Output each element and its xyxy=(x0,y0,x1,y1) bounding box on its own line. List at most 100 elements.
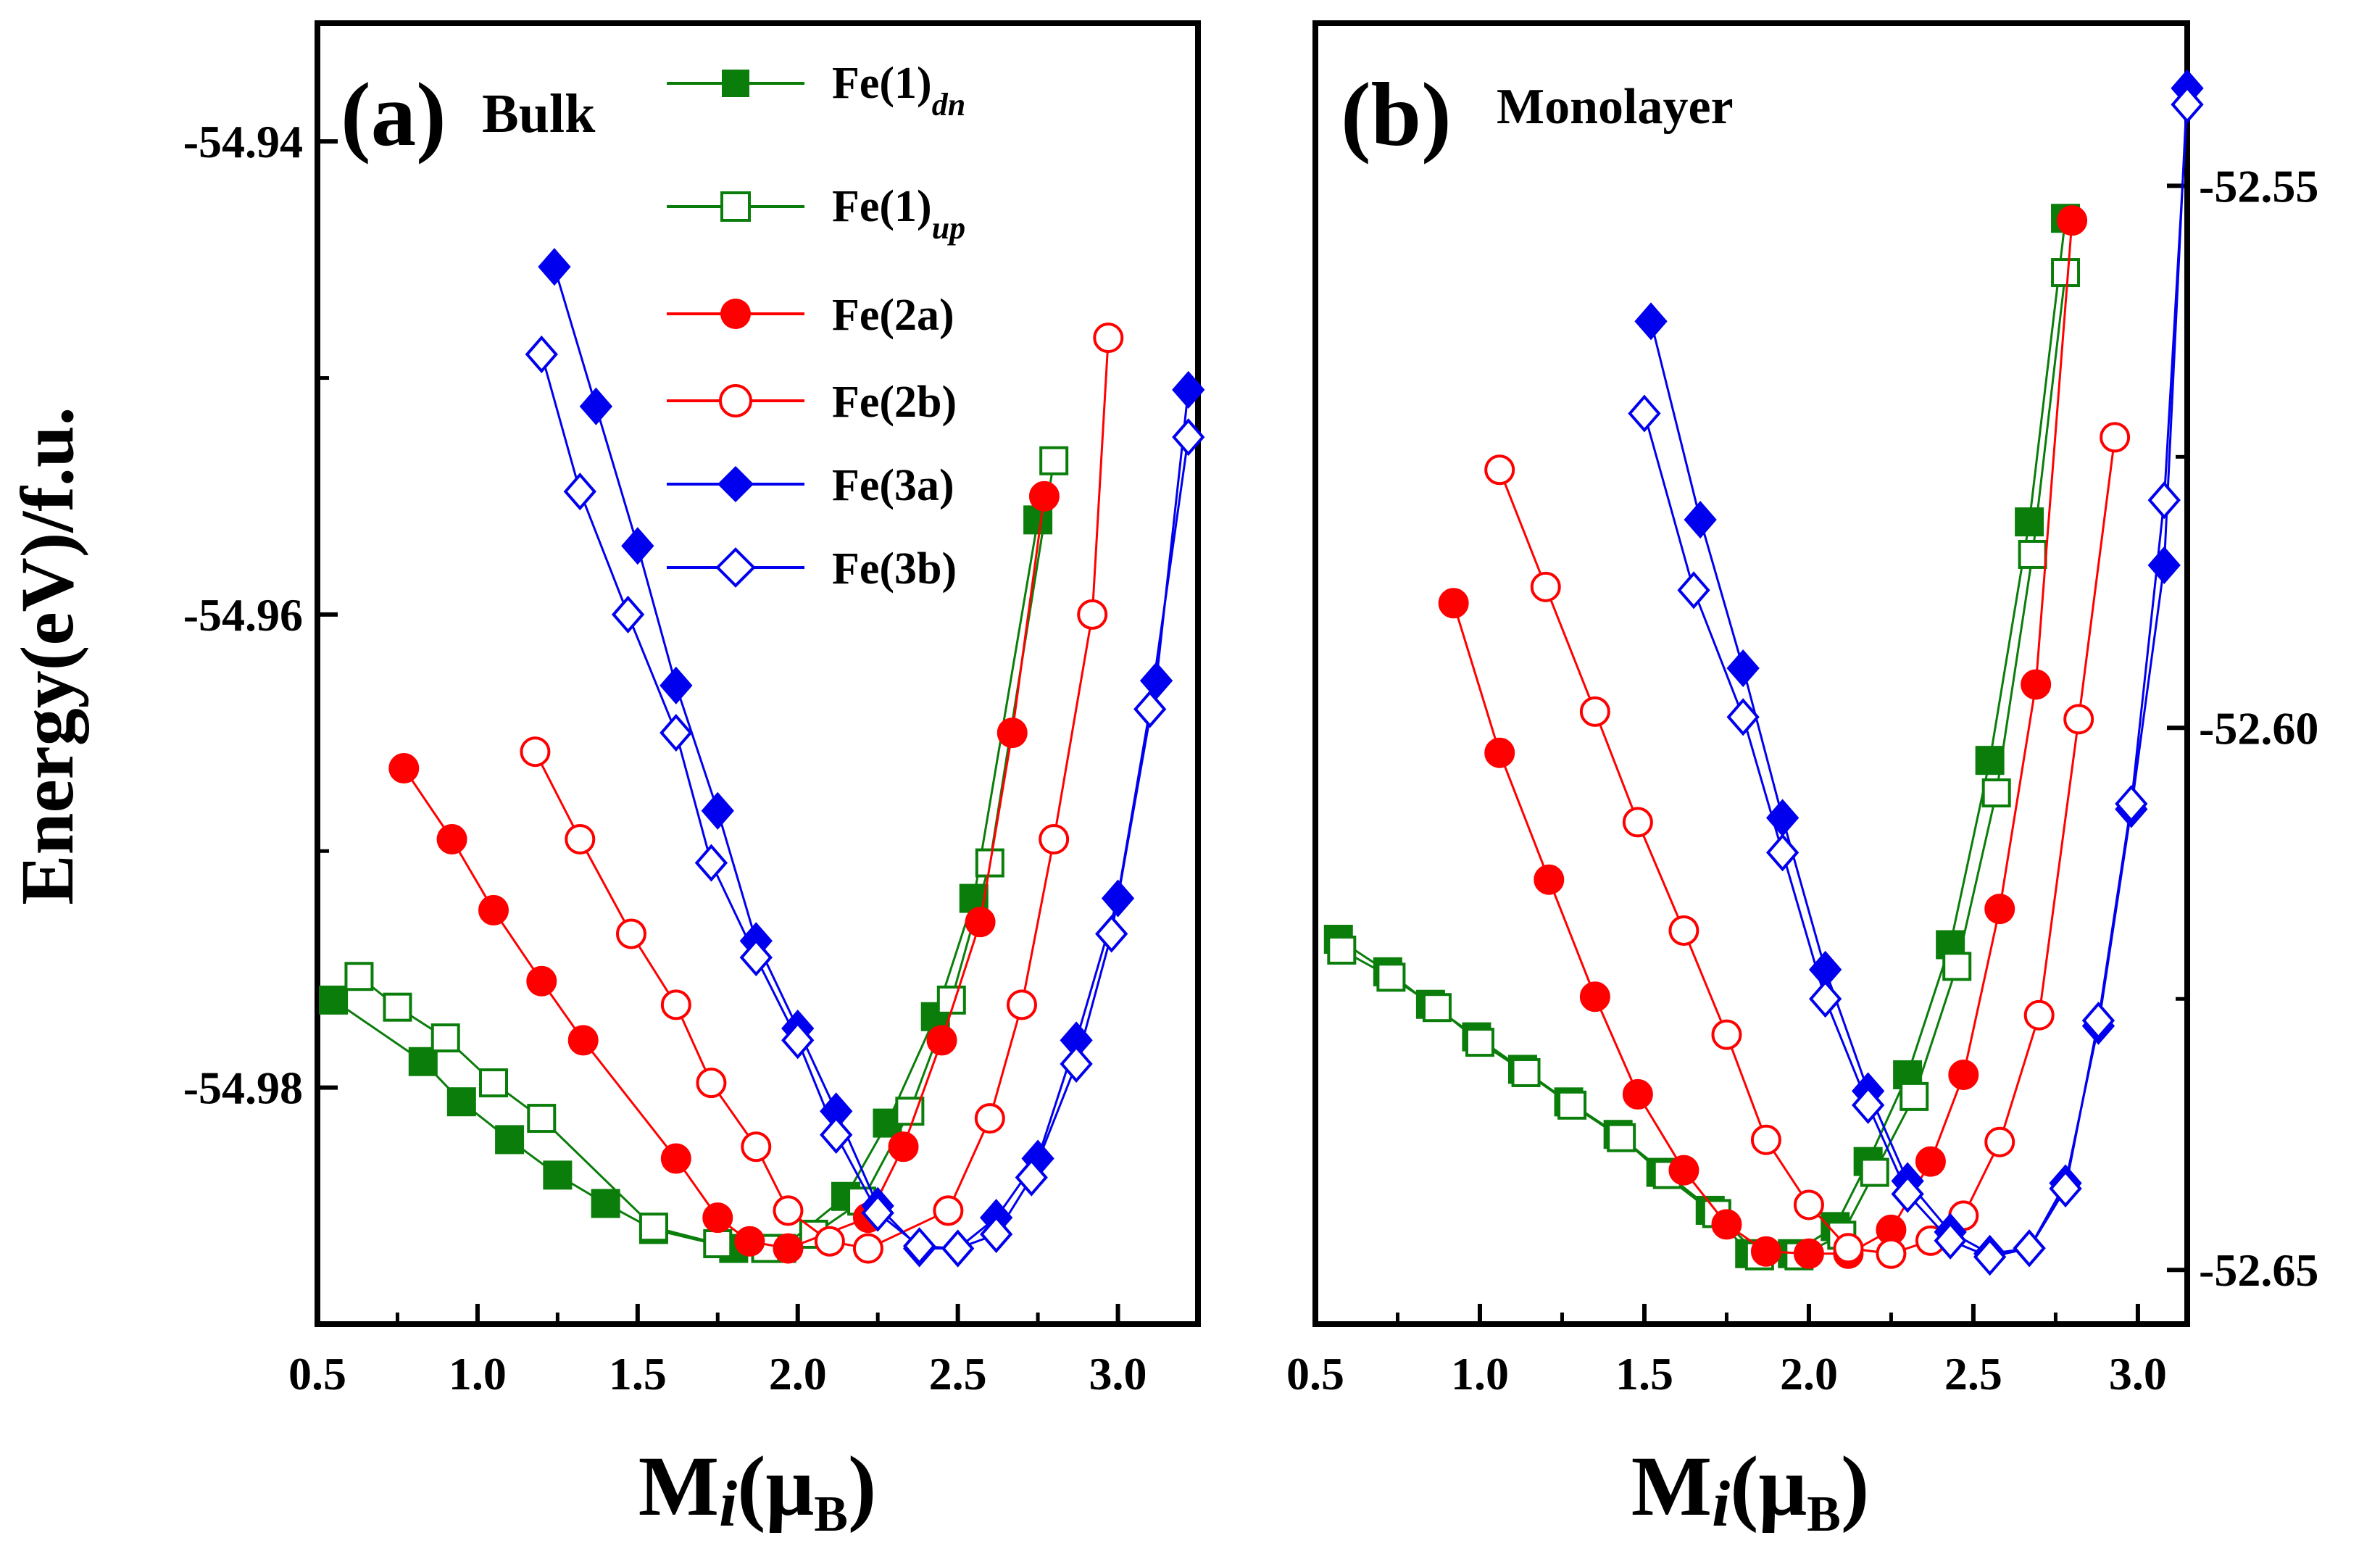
data-point-fe3b xyxy=(739,939,773,977)
data-point-fe3a xyxy=(621,527,654,565)
data-point-fe2a xyxy=(773,1233,804,1264)
data-point-fe2b xyxy=(741,1131,772,1163)
data-point-fe1up xyxy=(1511,1057,1541,1087)
legend-marker-fe1dn xyxy=(722,70,749,97)
data-point-fe2a xyxy=(1668,1155,1699,1186)
panel-a: 0.5 1.0 1.5 2.0 2.5 3.0 -54.98 -54.96 -54.94 (a)… xyxy=(183,20,1205,1399)
data-point-fe1up xyxy=(1376,962,1406,992)
y-tick-label-b: -52.60 xyxy=(2199,702,2318,754)
data-point-fe3b xyxy=(1973,1238,2007,1276)
data-point-fe1up xyxy=(479,1068,508,1098)
data-point-fe2a xyxy=(996,718,1028,749)
data-point-fe1dn xyxy=(591,1189,620,1218)
data-point-fe2b xyxy=(773,1195,804,1226)
data-point-fe2a xyxy=(1948,1059,1979,1090)
data-point-fe3b xyxy=(1015,1158,1048,1197)
data-point-fe1up xyxy=(1607,1123,1636,1152)
data-point-fe2a xyxy=(965,907,996,938)
y-tick-label-a: -54.94 xyxy=(183,116,303,167)
data-point-fe3b xyxy=(1726,698,1760,736)
y-tick-label-b: -52.55 xyxy=(2199,160,2318,212)
data-point-fe2a xyxy=(888,1131,919,1163)
data-point-fe1dn xyxy=(408,1047,438,1076)
data-point-fe3b xyxy=(1891,1175,1924,1213)
data-point-fe3a xyxy=(1684,501,1717,539)
data-point-fe2b xyxy=(2063,704,2094,735)
data-point-fe2b xyxy=(1793,1189,1824,1220)
data-point-fe2a xyxy=(1622,1078,1653,1110)
data-point-fe1up xyxy=(2018,539,2047,569)
data-point-fe3b xyxy=(820,1115,853,1154)
data-point-fe2a xyxy=(1534,864,1565,895)
data-point-fe1dn xyxy=(543,1160,573,1190)
data-point-fe2b xyxy=(814,1226,845,1257)
legend-label-fe1up: Fe(1)up xyxy=(832,182,965,246)
data-point-fe3b xyxy=(694,844,728,882)
data-point-fe3b xyxy=(861,1194,894,1232)
data-point-fe1dn xyxy=(446,1087,476,1117)
data-point-fe2b xyxy=(933,1195,964,1226)
data-point-fe2a xyxy=(436,823,467,854)
panel-a-title: Bulk xyxy=(482,83,596,144)
data-point-fe2a xyxy=(1750,1236,1781,1267)
y-tick-label-b: -52.65 xyxy=(2199,1244,2318,1296)
data-point-fe3b xyxy=(2049,1169,2082,1208)
data-point-fe3b xyxy=(2013,1229,2046,1268)
data-point-fe3b xyxy=(902,1227,936,1265)
data-point-fe1up xyxy=(1981,778,2011,808)
x-tick-label-b: 1.0 xyxy=(1451,1348,1509,1399)
x-axis-label-b: Mi(μB) xyxy=(1631,1439,1870,1542)
x-tick-label-a: 2.5 xyxy=(929,1348,987,1399)
data-point-fe2a xyxy=(567,1025,599,1056)
legend-item-fe1up: Fe(1)up xyxy=(667,182,965,246)
panel-a-frame xyxy=(315,20,1201,1327)
data-point-fe1up xyxy=(1465,1028,1494,1057)
data-point-fe3b xyxy=(1628,394,1661,433)
data-point-fe2a xyxy=(1984,894,2015,925)
data-point-fe2a xyxy=(526,965,557,997)
legend-label-fe2b: Fe(2b) xyxy=(832,378,957,427)
data-point-fe2a xyxy=(1028,481,1060,512)
data-point-fe2b xyxy=(1077,599,1108,630)
data-point-fe2a xyxy=(1711,1209,1742,1240)
data-point-fe3a xyxy=(701,791,734,830)
data-point-fe1up xyxy=(638,1213,668,1242)
x-tick-label-a: 3.0 xyxy=(1089,1348,1147,1399)
data-point-fe2b xyxy=(2100,422,2131,453)
legend-item-fe2b: Fe(2b) xyxy=(667,378,957,427)
data-point-fe1up xyxy=(1039,446,1069,475)
y-axis-label: Energy(eV)/f.u. xyxy=(6,407,89,904)
data-point-fe2a xyxy=(1915,1146,1946,1177)
data-point-fe1up xyxy=(344,962,374,991)
data-point-fe1up xyxy=(2051,258,2081,288)
data-point-fe2b xyxy=(1093,323,1124,354)
panel-a-label: (a) xyxy=(341,65,446,165)
data-point-fe2b xyxy=(974,1103,1005,1134)
legend-marker-fe2a xyxy=(720,299,751,329)
data-point-fe2a xyxy=(1579,981,1610,1012)
data-point-fe2a xyxy=(2021,669,2052,700)
legend-marker-fe3a xyxy=(717,466,754,502)
data-point-fe3b xyxy=(1172,418,1205,457)
data-point-fe2b xyxy=(1711,1019,1742,1050)
data-point-fe2b xyxy=(1668,915,1699,947)
x-tick-label-b: 3.0 xyxy=(2109,1348,2167,1399)
data-point-fe2b xyxy=(1007,989,1037,1020)
panel-b-ticks: 0.5 1.0 1.5 2.0 2.5 3.0 -52.65 -52.60 -52.55 xyxy=(1286,160,2318,1399)
data-point-fe1up xyxy=(1900,1081,1929,1111)
data-point-fe3b xyxy=(2081,1002,2115,1040)
legend: Fe(1)dn Fe(1)up Fe(2a) Fe(2b) Fe(3a) Fe(… xyxy=(667,59,965,594)
panel-b: 0.5 1.0 1.5 2.0 2.5 3.0 -52.65 -52.60 -52.55 (b)… xyxy=(1286,20,2318,1399)
data-point-fe2b xyxy=(852,1233,883,1264)
data-point-fe2b xyxy=(1484,454,1515,486)
data-point-fe2b xyxy=(1750,1124,1781,1155)
legend-marker-fe2b xyxy=(719,384,752,417)
data-point-fe2b xyxy=(1876,1238,1907,1269)
y-tick-label-a: -54.96 xyxy=(183,589,303,641)
data-point-fe1up xyxy=(1327,935,1357,965)
x-tick-label-a: 1.5 xyxy=(609,1348,667,1399)
data-point-fe2b xyxy=(1984,1126,2015,1157)
x-tick-label-b: 2.0 xyxy=(1780,1348,1838,1399)
